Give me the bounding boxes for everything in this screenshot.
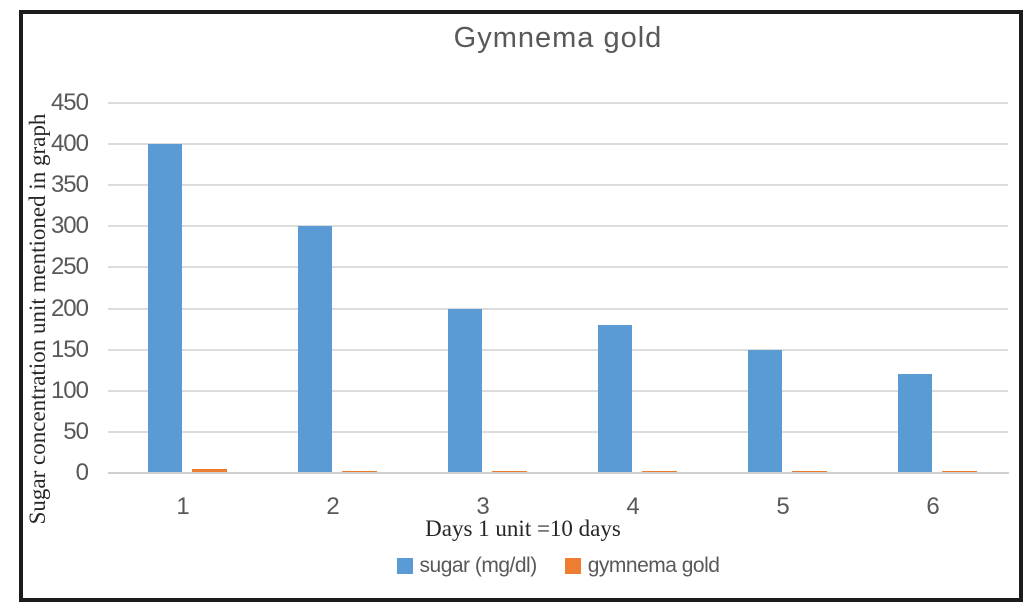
x-axis-line [108, 472, 1009, 474]
bar-sugar-6 [898, 374, 932, 473]
bar-gymnema-6 [942, 470, 977, 473]
gridline-200 [108, 307, 1008, 310]
bar-sugar-1 [148, 144, 182, 473]
bar-gymnema-1 [192, 468, 227, 473]
chart-border [19, 10, 1023, 602]
y-tick-label: 150 [50, 335, 89, 363]
bar-sugar-3 [448, 308, 482, 473]
legend-label: sugar (mg/dl) [419, 554, 538, 577]
bar-sugar-5 [748, 349, 782, 473]
gridline-100 [108, 389, 1008, 392]
legend-label: gymnema gold [587, 554, 720, 577]
gridline-400 [108, 143, 1008, 146]
y-tick-label: 300 [50, 212, 89, 240]
y-tick-label: 400 [50, 130, 89, 158]
x-tick-label: 6 [926, 493, 940, 520]
chart-title: Gymnema gold [453, 22, 663, 54]
gridline-450 [108, 102, 1008, 104]
bar-sugar-2 [298, 226, 332, 473]
legend-swatch-icon [564, 558, 581, 574]
gridline-300 [108, 225, 1008, 228]
bar-sugar-4 [598, 325, 632, 473]
x-axis-title: Days 1 unit =10 days [425, 516, 621, 541]
y-tick-label: 0 [75, 459, 89, 486]
y-tick-label: 200 [50, 294, 89, 322]
bar-gymnema-3 [492, 470, 527, 473]
x-tick-label: 2 [326, 493, 340, 520]
gridline-50 [108, 430, 1008, 433]
x-tick-label: 5 [776, 493, 790, 520]
y-tick-label: 450 [50, 89, 89, 116]
bar-gymnema-2 [342, 470, 377, 473]
bar-gymnema-5 [792, 470, 827, 473]
legend-item-gymnema-gold: gymnema gold [564, 554, 720, 578]
legend-item-sugar: sugar (mg/dl) [396, 554, 538, 578]
legend-swatch-icon [396, 558, 413, 574]
gridline-350 [108, 184, 1008, 187]
y-tick-label: 250 [50, 253, 89, 281]
y-tick-label: 350 [50, 171, 89, 199]
x-tick-label: 1 [176, 493, 190, 520]
y-tick-label: 100 [50, 376, 89, 404]
legend: sugar (mg/dl) gymnema gold [108, 554, 1008, 578]
gridline-150 [108, 348, 1008, 351]
bar-gymnema-4 [642, 470, 677, 473]
y-tick-label: 50 [63, 417, 89, 445]
x-tick-label: 3 [476, 493, 490, 520]
x-tick-label: 4 [626, 493, 640, 520]
gridline-250 [108, 266, 1008, 269]
